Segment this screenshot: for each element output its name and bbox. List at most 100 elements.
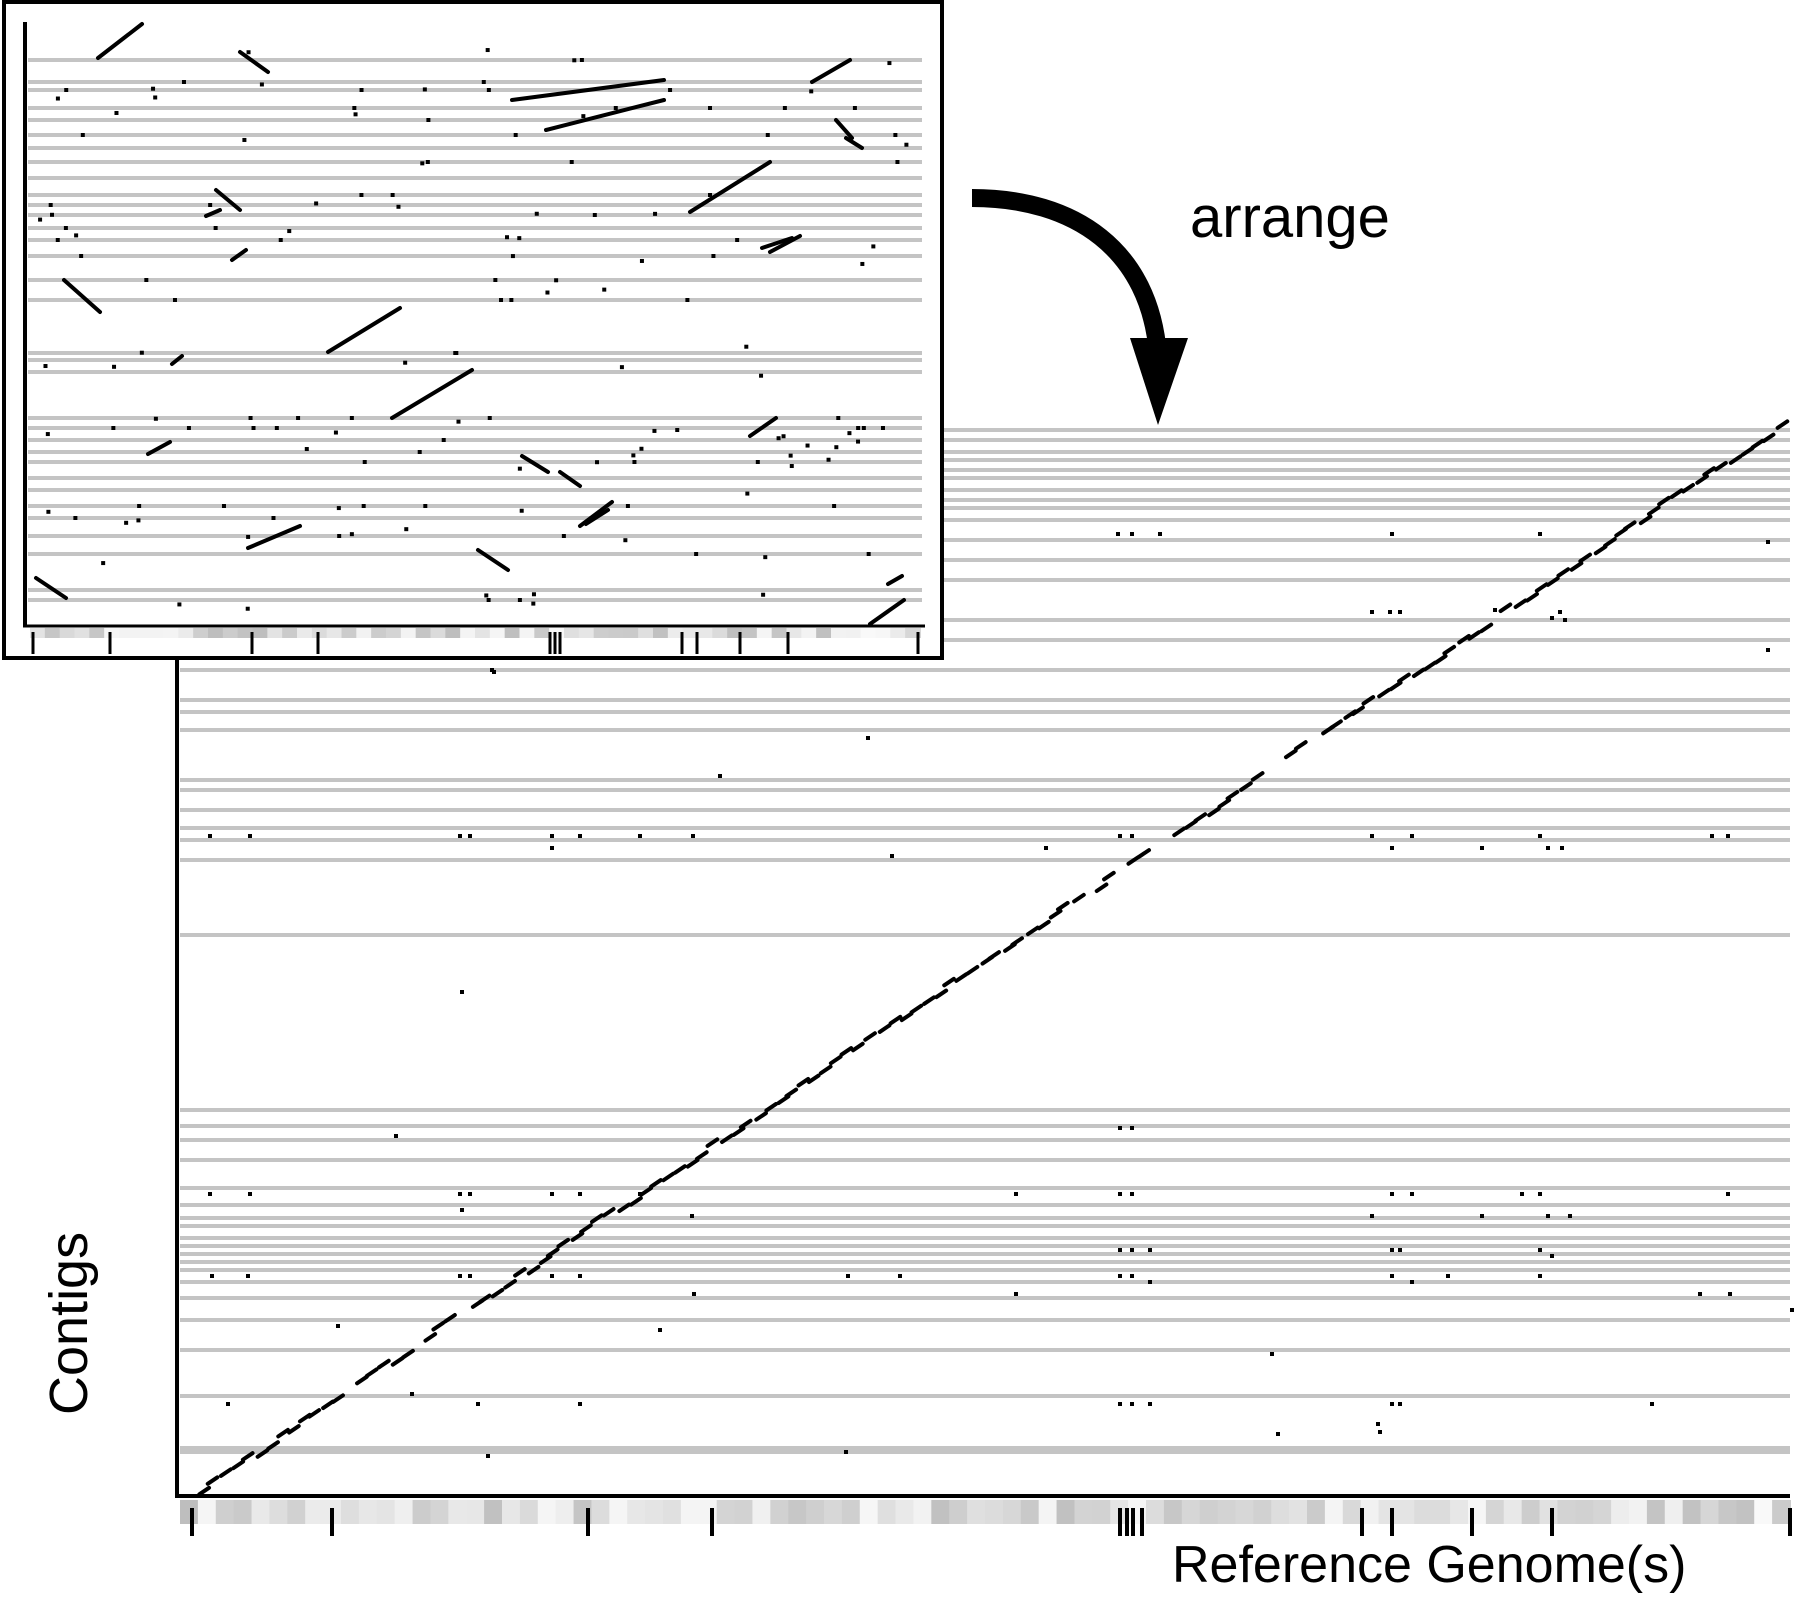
alignment-dot (1698, 1292, 1702, 1296)
coverage-segment (727, 628, 743, 638)
alignment-segment (1397, 672, 1411, 684)
alignment-dot (208, 203, 213, 207)
alignment-segment (629, 1196, 643, 1207)
alignment-dot (112, 364, 117, 369)
alignment-dot (691, 834, 695, 838)
alignment-segment (1740, 446, 1755, 457)
alignment-segment (477, 1293, 492, 1305)
alignment-dot (425, 160, 430, 164)
alignment-dot (139, 350, 144, 355)
alignment-segment (1556, 567, 1571, 578)
x-axis-label: Reference Genome(s) (1172, 1536, 1687, 1594)
alignment-segment (34, 576, 68, 600)
alignment-segment (1377, 687, 1391, 699)
alignment-dot (352, 106, 357, 110)
alignment-dot (396, 204, 401, 209)
alignment-segment (661, 1171, 676, 1183)
alignment-dot (153, 95, 158, 100)
alignment-segment (321, 1399, 335, 1411)
coverage-segment (1002, 1500, 1022, 1524)
alignment-dot (1116, 532, 1120, 536)
alignment-dot (63, 226, 68, 230)
coverage-segment (466, 1500, 486, 1524)
coverage-segment (786, 628, 803, 638)
coverage-segment (931, 1500, 951, 1524)
alignment-dot (136, 518, 141, 523)
alignment-dot (761, 592, 766, 597)
alignment-dot (1130, 1248, 1134, 1252)
alignment-dot (898, 1274, 902, 1278)
coverage-segment (627, 1500, 647, 1524)
alignment-dot (1538, 1248, 1542, 1252)
coverage-segment (985, 1500, 1004, 1524)
coverage-segment (59, 628, 76, 638)
alignment-segment (276, 1427, 290, 1439)
alignment-dot (458, 1192, 462, 1196)
alignment-dot (668, 88, 673, 92)
alignment-segment (1714, 460, 1728, 472)
alignment-dot (111, 426, 116, 430)
alignment-segment (590, 1213, 604, 1224)
coverage-segment (193, 628, 209, 638)
alignment-dot (534, 211, 539, 216)
coverage-segment (489, 628, 506, 638)
alignment-segment (1669, 488, 1684, 499)
alignment-dot (735, 238, 740, 242)
alignment-dot (639, 446, 644, 451)
coverage-segment (400, 628, 417, 638)
alignment-dot (509, 298, 514, 302)
alignment-marks (34, 22, 909, 626)
arrange-arrow (971, 189, 1188, 425)
coverage-segment (788, 1500, 808, 1524)
alignment-dot (745, 491, 750, 496)
alignment-dot (1130, 532, 1134, 536)
alignment-dot (1726, 1192, 1730, 1196)
alignment-segment (96, 22, 144, 60)
coverage-segment (1342, 1500, 1362, 1524)
coverage-segment (1360, 1500, 1380, 1524)
alignment-dot (510, 254, 515, 259)
alignment-dot (80, 133, 85, 137)
alignment-dot (861, 426, 866, 430)
alignment-dot (517, 466, 522, 471)
coverage-segment (1450, 1500, 1469, 1524)
alignment-segment (1467, 630, 1481, 641)
alignment-segment (1283, 748, 1298, 760)
alignment-segment (1411, 667, 1426, 679)
alignment-segment (1593, 544, 1608, 556)
coverage-segment (949, 1500, 969, 1524)
coverage-segment (502, 1500, 521, 1524)
coverage-segment (698, 1500, 718, 1524)
alignment-dot (1410, 834, 1414, 838)
alignment-segment (1728, 454, 1743, 465)
alignment-dot (468, 1192, 472, 1196)
alignment-dot (809, 89, 814, 94)
alignment-segment (246, 524, 302, 550)
coverage-segment (1396, 1500, 1416, 1524)
coverage-segment (519, 628, 536, 638)
alignment-dot (1546, 1214, 1550, 1218)
alignment-dot (517, 236, 522, 241)
alignment-dot (1158, 532, 1162, 536)
coverage-segment (1146, 1500, 1165, 1524)
coverage-segment (712, 628, 729, 638)
alignment-dot (579, 58, 584, 62)
alignment-dot (592, 213, 597, 217)
alignment-segment (1055, 900, 1070, 912)
unordered-dot-plot (2, 0, 944, 660)
arrow-label: arrange (1190, 185, 1390, 250)
alignment-segment (1646, 505, 1661, 517)
alignment-dot (602, 287, 607, 292)
alignment-dot (226, 1402, 230, 1406)
alignment-segment (1239, 781, 1253, 792)
coverage-segment (484, 1500, 503, 1524)
coverage-segment (877, 1500, 897, 1524)
alignment-dot (1118, 1126, 1122, 1130)
alignment-segment (1603, 537, 1617, 548)
alignment-dot (847, 431, 852, 436)
alignment-dot (151, 86, 156, 91)
alignment-dot (1480, 846, 1484, 850)
alignment-dot (137, 504, 142, 508)
coverage-segment (1575, 1500, 1595, 1524)
